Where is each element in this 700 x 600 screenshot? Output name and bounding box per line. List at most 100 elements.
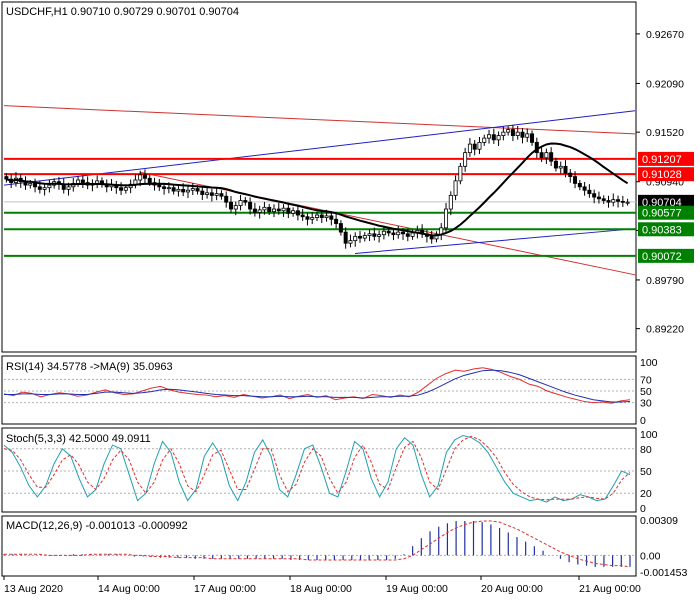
candle-body [458, 165, 463, 182]
panel-y-tick-label: 0 [640, 503, 646, 515]
macd-y-tick-label: 0.00 [640, 550, 661, 562]
candle-body [596, 196, 601, 200]
x-tick-label: 18 Aug 00:00 [290, 583, 352, 595]
panel-y-tick-label: 50 [640, 386, 652, 398]
y-tick-label: 0.91520 [646, 127, 684, 139]
y-tick-label: 0.89220 [646, 324, 684, 336]
candle-body [348, 240, 353, 244]
candle-body [487, 134, 492, 139]
candle-body [319, 214, 324, 218]
y-tick-label: 0.92090 [646, 78, 684, 90]
price-level-label: 0.91028 [642, 169, 682, 181]
panel-y-tick-label: 0 [640, 415, 646, 427]
candle-body [482, 137, 487, 143]
candle-body [181, 188, 186, 193]
price-level-label: 0.90072 [642, 251, 682, 263]
candle-body [147, 177, 152, 183]
candle-body [367, 233, 372, 236]
rsi-layer [3, 367, 634, 404]
channel-line-blue-lower [354, 228, 636, 254]
candle-body [281, 207, 286, 212]
price-level-box [638, 205, 694, 220]
rsi-ma-line [4, 369, 631, 403]
candle-body [525, 133, 530, 138]
stoch-signal-line [3, 435, 631, 501]
candle-body [224, 195, 229, 203]
candle-body [233, 205, 238, 210]
candle-body [353, 235, 358, 242]
candle-body [338, 223, 343, 233]
price-level-label: 0.91207 [642, 154, 682, 166]
candle-body [592, 193, 597, 198]
candle-body [582, 186, 587, 191]
candle-body [205, 192, 210, 195]
main-panel-frame [1, 1, 637, 353]
macd-y-tick-label: 0.00309 [640, 515, 678, 527]
panel-y-tick-label: 50 [640, 466, 652, 478]
candle-body [510, 129, 515, 136]
candle-body [133, 179, 138, 185]
stoch-panel-frame [1, 427, 637, 513]
candle-body [401, 231, 406, 235]
candle-body [238, 200, 243, 207]
candle-body [80, 179, 85, 183]
macd-y-tick-label: -0.001453 [640, 567, 687, 579]
candle-body [530, 133, 535, 143]
candle-body [501, 131, 506, 136]
axis-layer: 0.926700.920900.915200.909400.903700.897… [3, 29, 694, 595]
candle-body [329, 215, 334, 220]
candle-body [243, 200, 248, 203]
rsi-panel-frame [1, 355, 637, 425]
rsi-line [3, 367, 631, 404]
candle-body [314, 214, 319, 218]
price-level-box [638, 151, 694, 166]
moving-average-line [6, 142, 629, 237]
macd-panel-frame [1, 515, 637, 577]
price-level-box [638, 194, 694, 209]
x-tick-label: 20 Aug 00:00 [481, 583, 543, 595]
candle-body [625, 201, 630, 204]
y-tick-label: 0.89790 [646, 275, 684, 287]
candle-body [195, 188, 200, 192]
candle-body [377, 234, 382, 237]
candle-body [310, 217, 315, 220]
candle-body [577, 183, 582, 188]
candle-body [76, 179, 81, 184]
panel-y-tick-label: 70 [640, 374, 652, 386]
panel-y-tick-label: 100 [640, 357, 658, 369]
candle-body [520, 131, 525, 138]
main-price-layer [3, 105, 636, 276]
candle-body [448, 194, 453, 210]
candle-body [391, 232, 396, 236]
x-tick-label: 17 Aug 00:00 [194, 583, 256, 595]
candle-body [405, 233, 410, 237]
candle-body [228, 201, 233, 210]
candle-body [276, 208, 281, 212]
rsi-title: RSI(14) 34.5778 ->MA(9) 35.0963 [6, 361, 173, 373]
candle-body [549, 152, 554, 162]
candle-body [558, 165, 563, 169]
candle-body [66, 186, 71, 190]
panel-y-tick-label: 20 [640, 488, 652, 500]
candle-body [171, 187, 176, 192]
macd-title: MACD(12,26,9) -0.001013 -0.000992 [6, 520, 188, 532]
x-tick-label: 19 Aug 00:00 [386, 583, 448, 595]
candle-body [611, 199, 616, 203]
candle-body [267, 206, 272, 213]
y-tick-label: 0.92670 [646, 29, 684, 41]
candle-body [185, 189, 190, 193]
candle-body [28, 183, 33, 186]
channel-line-blue-upper [3, 110, 636, 186]
candle-body [453, 180, 458, 196]
candle-body [553, 160, 558, 169]
candle-body [620, 200, 625, 203]
panel-y-tick-label: 80 [640, 444, 652, 456]
candle-body [262, 206, 267, 211]
candle-body [176, 188, 181, 192]
candle-body [515, 131, 520, 136]
candle-body [444, 208, 449, 229]
candle-body [305, 216, 310, 220]
candle-body [472, 143, 477, 150]
candle-body [295, 210, 300, 216]
